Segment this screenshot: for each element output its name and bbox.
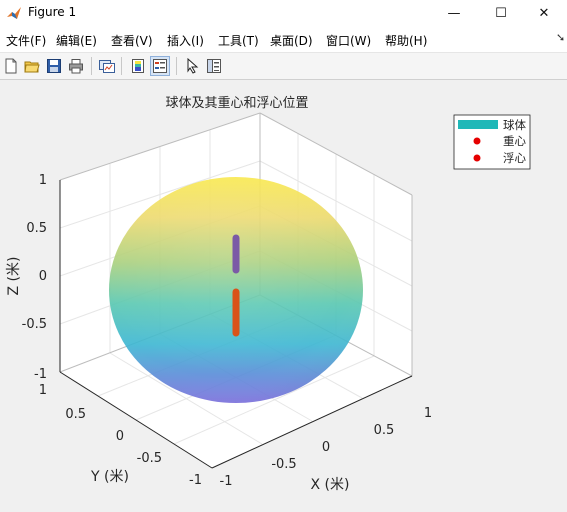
menu-view[interactable]: 查看(V) — [111, 34, 153, 48]
z-axis-label: Z (米) — [6, 257, 22, 296]
x-tick-label: 1 — [424, 406, 432, 421]
maximize-button[interactable]: ☐ — [495, 5, 507, 21]
x-axis-label: X (米) — [311, 477, 350, 493]
close-button[interactable]: ✕ — [538, 5, 550, 21]
axis-lines — [59, 180, 413, 469]
colorbar-icon[interactable] — [128, 56, 148, 76]
legend-label: 球体 — [503, 118, 526, 132]
legend-icon[interactable] — [150, 56, 170, 76]
menu-file[interactable]: 文件(F) — [6, 34, 47, 48]
new-figure-icon[interactable] — [1, 56, 21, 76]
legend-swatch-sphere — [458, 120, 498, 129]
figure-canvas[interactable]: 球体及其重心和浮心位置 — [0, 80, 567, 512]
legend[interactable]: 球体 重心 浮心 — [453, 114, 531, 170]
minimize-button[interactable]: — — [447, 5, 461, 21]
pin-icon[interactable]: ➘ — [556, 31, 566, 44]
save-icon[interactable] — [44, 56, 64, 76]
z-tick-label: -0.5 — [22, 317, 47, 332]
menu-window[interactable]: 窗口(W) — [326, 34, 372, 48]
toolbar — [0, 53, 567, 80]
link-plot-icon[interactable] — [97, 56, 117, 76]
matlab-app-icon — [7, 7, 21, 19]
legend-label: 浮心 — [503, 151, 526, 165]
y-tick-label: 0 — [116, 429, 124, 444]
menu-tools[interactable]: 工具(T) — [218, 34, 259, 48]
print-icon[interactable] — [66, 56, 86, 76]
y-tick-label: 0.5 — [65, 407, 86, 422]
pointer-icon[interactable] — [182, 56, 202, 76]
menu-help[interactable]: 帮助(H) — [385, 34, 428, 48]
z-tick-label: -1 — [34, 367, 47, 382]
legend-swatch-gravity — [473, 137, 481, 145]
menu-insert[interactable]: 插入(I) — [167, 34, 204, 48]
chart-title: 球体及其重心和浮心位置 — [165, 95, 308, 111]
x-axis-ticks: -1 -0.5 0 0.5 1 — [220, 406, 433, 489]
z-tick-label: 1 — [39, 173, 47, 188]
menu-desktop[interactable]: 桌面(D) — [270, 34, 313, 48]
y-axis-label: Y (米) — [90, 469, 129, 485]
plot-axes[interactable]: 球体及其重心和浮心位置 — [0, 80, 567, 512]
y-tick-label: -0.5 — [137, 451, 162, 466]
window-title: Figure 1 — [28, 5, 77, 19]
menu-bar: 文件(F) 编辑(E) 查看(V) 插入(I) 工具(T) 桌面(D) 窗口(W… — [0, 26, 567, 53]
legend-swatch-buoyancy — [473, 154, 481, 162]
toolbar-separator — [91, 57, 92, 75]
y-tick-label: 1 — [39, 383, 47, 398]
toolbar-separator — [176, 57, 177, 75]
menu-edit[interactable]: 编辑(E) — [56, 34, 97, 48]
open-file-icon[interactable] — [22, 56, 42, 76]
z-tick-label: 0 — [39, 269, 47, 284]
x-tick-label: 0.5 — [374, 423, 395, 438]
z-axis-ticks: 1 0.5 0 -0.5 -1 — [22, 173, 47, 382]
y-axis-ticks: 1 0.5 0 -0.5 -1 — [39, 383, 202, 488]
property-editor-icon[interactable] — [204, 56, 224, 76]
x-tick-label: -0.5 — [271, 457, 296, 472]
window-titlebar: Figure 1 — ☐ ✕ — [0, 0, 567, 26]
y-tick-label: -1 — [189, 473, 202, 488]
x-tick-label: 0 — [322, 440, 330, 455]
legend-label: 重心 — [503, 134, 526, 148]
toolbar-separator — [121, 57, 122, 75]
x-tick-label: -1 — [220, 474, 233, 489]
z-tick-label: 0.5 — [26, 221, 47, 236]
